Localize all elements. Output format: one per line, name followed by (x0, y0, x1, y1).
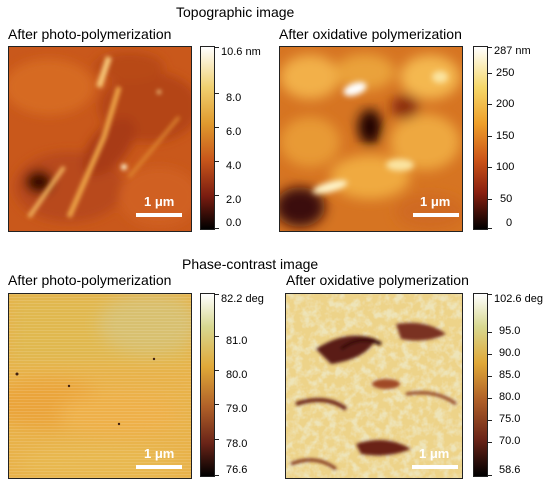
colorbar-label: 50 (500, 193, 513, 205)
colorbar-label: 0 (506, 217, 513, 229)
phase-photo-image (8, 293, 192, 479)
colorbar-label: 102.6 deg (494, 293, 543, 305)
colorbar-label: 100 (496, 161, 515, 173)
colorbar-label: 58.6 (499, 464, 521, 476)
scale-bar (413, 213, 459, 217)
topographic-section-title: Topographic image (176, 4, 295, 20)
colorbar-label: 200 (496, 98, 515, 110)
colorbar-topo-photo (200, 46, 219, 230)
colorbar-label: 85.0 (499, 369, 521, 381)
phase-oxidative-image (285, 293, 463, 479)
panel-4-title: After oxidative polymerization (286, 272, 469, 288)
colorbar-label: 76.6 (226, 464, 248, 476)
colorbar-label: 80.0 (499, 391, 521, 403)
scale-bar (136, 465, 182, 469)
scale-bar-label: 1 μm (144, 446, 175, 461)
topo-photo-image (8, 46, 192, 232)
scale-bar-label: 1 μm (420, 194, 451, 209)
colorbar-label: 79.0 (226, 403, 248, 415)
colorbar-label: 78.0 (226, 438, 248, 450)
colorbar-label: 95.0 (499, 325, 521, 337)
colorbar-label: 75.0 (499, 413, 521, 425)
colorbar-label: 4.0 (226, 160, 242, 172)
colorbar-phase-photo (200, 293, 219, 477)
phase-contrast-section-title: Phase-contrast image (182, 256, 319, 272)
scale-bar (136, 213, 182, 217)
colorbar-label: 2.0 (226, 194, 242, 206)
colorbar-label: 82.2 deg (221, 293, 264, 305)
colorbar-label: 0.0 (226, 217, 242, 229)
panel-2-title: After oxidative polymerization (279, 26, 462, 42)
colorbar-label: 80.0 (226, 369, 248, 381)
colorbar-label: 250 (496, 67, 515, 79)
scale-bar (412, 465, 458, 469)
colorbar-label: 90.0 (499, 347, 521, 359)
colorbar-label: 8.0 (226, 92, 242, 104)
colorbar-label: 10.6 nm (221, 46, 261, 58)
colorbar-label: 287 nm (494, 45, 531, 57)
colorbar-phase-oxidative (473, 293, 492, 477)
topo-oxidative-image (279, 46, 463, 232)
scale-bar-label: 1 μm (419, 446, 450, 461)
colorbar-topo-oxidative (473, 46, 492, 230)
colorbar-label: 150 (496, 130, 515, 142)
panel-3-title: After photo-polymerization (8, 272, 172, 288)
colorbar-label: 6.0 (226, 126, 242, 138)
scale-bar-label: 1 μm (144, 194, 175, 209)
colorbar-label: 70.0 (499, 435, 521, 447)
colorbar-label: 81.0 (226, 335, 248, 347)
panel-1-title: After photo-polymerization (8, 26, 172, 42)
